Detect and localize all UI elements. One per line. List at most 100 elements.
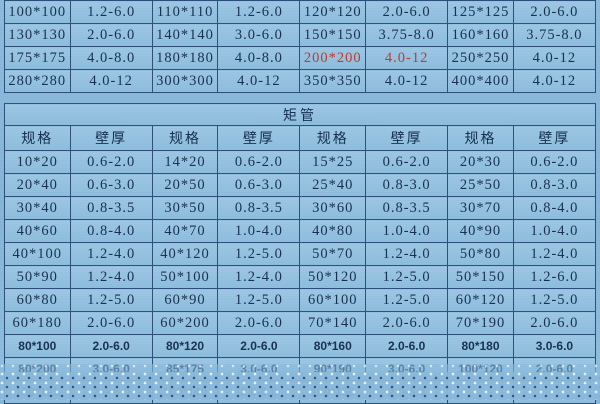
- thickness-cell: 1.0-4.0: [365, 219, 449, 243]
- spec-cell: 80*160: [299, 334, 367, 358]
- thickness-cell: 4.0-12: [365, 46, 449, 70]
- spec-cell: 40*120: [151, 242, 219, 266]
- spec-cell: 15*25: [299, 150, 367, 174]
- thickness-cell: 4.0-12: [69, 69, 153, 93]
- table-row: 100*100 1.2-6.0 110*110 1.2-6.0 120*120 2.0-6…: [4, 0, 597, 24]
- table-row: 50*90 1.2-4.0 50*100 1.2-4.0 50*120 1.2-5.0 50…: [4, 265, 597, 289]
- table-row: 40*100 1.2-4.0 40*120 1.2-5.0 50*70 1.2-4.0 50…: [4, 242, 597, 266]
- spec-cell: 70*140: [299, 311, 367, 335]
- thickness-cell: 0.6-2.0: [69, 150, 153, 174]
- rectangular-tube-table-container: 矩管 规格 壁厚 规格 壁厚 规格 壁厚 规格 壁厚 10*20 0.6-2.0 14*20 0.6…: [4, 103, 597, 404]
- spec-cell: 160*160: [447, 23, 514, 47]
- spec-cell: 60*90: [151, 288, 219, 312]
- table-row: 40*60 0.8-4.0 40*70 1.0-4.0 40*80 1.0-4.0 40*9…: [4, 219, 597, 243]
- table-row: 80*200 3.0-6.0 85*175 3.0-6.0 90*190 3.0-6.0 1…: [4, 357, 597, 381]
- thickness-cell: 1.2-4.0: [365, 242, 449, 266]
- thickness-cell: 1.2-6.0: [69, 0, 153, 24]
- spec-cell: 80*120: [151, 334, 219, 358]
- spec-cell: 40*70: [151, 219, 219, 243]
- spec-cell: 70*190: [447, 311, 514, 335]
- thickness-cell: 0.8-3.5: [69, 196, 153, 220]
- spec-cell: 20*30: [447, 150, 514, 174]
- spec-cell: 90*190: [299, 357, 367, 381]
- thickness-cell: 0.8-3.0: [365, 173, 449, 197]
- thickness-cell: 2.0-6.0: [512, 357, 597, 381]
- table-row: 20*40 0.6-3.0 20*50 0.6-3.0 25*40 0.8-3.0 25*5…: [4, 173, 597, 197]
- column-header-thickness: 壁厚: [365, 125, 449, 151]
- spec-cell: 180*180: [151, 46, 219, 70]
- spec-cell: 280*280: [4, 69, 71, 93]
- spec-cell: 85*175: [151, 357, 219, 381]
- spec-cell: 10*20: [4, 150, 71, 174]
- thickness-cell: 4.0-12: [512, 69, 597, 93]
- thickness-cell: 2.0-6.0: [365, 0, 449, 24]
- spec-cell: 40*90: [447, 219, 514, 243]
- table-row: 175*175 4.0-8.0 180*180 4.0-8.0 200*200 4.0-1…: [4, 46, 597, 70]
- table-row: 10*20 0.6-2.0 14*20 0.6-2.0 15*25 0.6-2.0 20*3…: [4, 150, 597, 174]
- spec-cell: 30*70: [447, 196, 514, 220]
- spec-cell: 300*300: [151, 69, 219, 93]
- thickness-cell: 2.0-6.0: [217, 380, 301, 404]
- spec-cell: 60*100: [299, 288, 367, 312]
- column-header-thickness: 壁厚: [512, 125, 597, 151]
- spec-cell: 100*140: [151, 380, 219, 404]
- thickness-cell: 3.0-6.0: [217, 357, 301, 381]
- column-header-spec: 规格: [151, 125, 219, 151]
- spec-cell: 60*120: [447, 288, 514, 312]
- spec-cell: 50*80: [447, 242, 514, 266]
- spec-cell: 30*40: [4, 196, 71, 220]
- thickness-cell: 4.0-12: [512, 46, 597, 70]
- thickness-cell: 2.0-6.0: [69, 311, 153, 335]
- thickness-cell: 1.2-4.0: [217, 265, 301, 289]
- table-row: 30*40 0.8-3.5 30*50 0.8-3.5 30*60 0.8-3.5 30*7…: [4, 196, 597, 220]
- thickness-cell: 2.0-6.0: [365, 311, 449, 335]
- spec-cell: 25*40: [299, 173, 367, 197]
- spec-cell: 50*120: [299, 265, 367, 289]
- spec-cell: 40*100: [4, 242, 71, 266]
- spec-cell: 20*40: [4, 173, 71, 197]
- table-row: 280*280 4.0-12 300*300 4.0-12 350*350 4.0-12 4…: [4, 69, 597, 93]
- thickness-cell: 3.0-6.0: [69, 357, 153, 381]
- spec-cell: 200*200: [299, 46, 367, 70]
- thickness-cell: 2.0-6.0: [365, 334, 449, 358]
- table-row: 60*180 2.0-6.0 60*200 2.0-6.0 70*140 2.0-6.0 7…: [4, 311, 597, 335]
- thickness-cell: 1.2-5.0: [217, 288, 301, 312]
- spec-cell: 60*200: [151, 311, 219, 335]
- thickness-cell: 1.2-5.0: [512, 288, 597, 312]
- thickness-cell: 1.2-4.0: [512, 242, 597, 266]
- table-row: 60*80 1.2-5.0 60*90 1.2-5.0 60*100 1.2-5.0 60*…: [4, 288, 597, 312]
- spec-cell: 40*80: [299, 219, 367, 243]
- square-tube-table: 100*100 1.2-6.0 110*110 1.2-6.0 120*120 2.0-6…: [4, 0, 597, 93]
- spec-cell: 250*250: [447, 46, 514, 70]
- spec-cell: 50*70: [299, 242, 367, 266]
- table-title: 矩管: [4, 103, 596, 126]
- thickness-cell: 0.8-4.0: [512, 196, 597, 220]
- thickness-cell: 1.2-4.0: [69, 242, 153, 266]
- column-header-spec: 规格: [447, 125, 514, 151]
- spec-cell: 30*50: [151, 196, 219, 220]
- spec-cell: 120*120: [299, 0, 367, 24]
- thickness-cell: 2.0-6.0: [365, 380, 449, 404]
- thickness-cell: 3.0-6.0: [217, 23, 301, 47]
- spec-cell: 60*80: [4, 288, 71, 312]
- column-header-spec: 规格: [299, 125, 367, 151]
- spec-cell: 50*90: [4, 265, 71, 289]
- thickness-cell: 1.0-4.0: [217, 219, 301, 243]
- thickness-cell: 2.0-6.0: [69, 380, 153, 404]
- rectangular-tube-table-header: 规格 壁厚 规格 壁厚 规格 壁厚 规格 壁厚: [4, 125, 597, 151]
- spec-cell: 350*350: [299, 69, 367, 93]
- table-row: 100*125 2.0-6.0 100*140 2.0-6.0 100*150 2.0-6…: [4, 380, 597, 404]
- thickness-cell: 0.6-2.0: [217, 150, 301, 174]
- column-header-spec: 规格: [4, 125, 71, 151]
- thickness-cell: 1.2-4.0: [69, 265, 153, 289]
- spec-cell: 20*50: [151, 173, 219, 197]
- spec-cell: 110*110: [151, 0, 219, 24]
- spec-cell: 400*400: [447, 69, 514, 93]
- spec-cell: 100*100: [4, 0, 71, 24]
- thickness-cell: 0.6-3.0: [69, 173, 153, 197]
- thickness-cell: 2.0-6.0: [217, 334, 301, 358]
- spec-cell: 80*180: [447, 334, 514, 358]
- thickness-cell: 2.0-6.0: [512, 0, 597, 24]
- spec-cell: 50*100: [151, 265, 219, 289]
- thickness-cell: 1.0-4.0: [512, 219, 597, 243]
